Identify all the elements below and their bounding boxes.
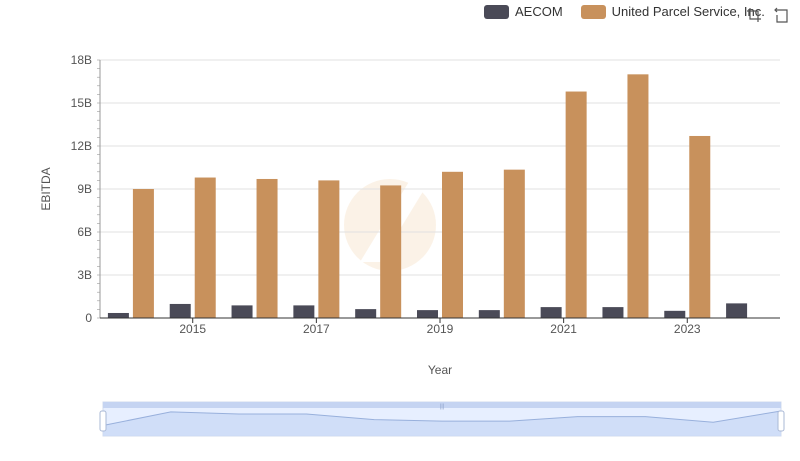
bar-aecom-2021: [540, 307, 562, 318]
bar-ups-2021: [565, 91, 587, 319]
zoom-preview-area: [103, 411, 781, 436]
bar-ups-2018: [380, 185, 402, 318]
bar-ups-2023: [689, 135, 711, 318]
bar-aecom-2018: [355, 309, 377, 318]
y-tick-label: 6B: [77, 225, 92, 239]
y-axis-title: EBITDA: [39, 167, 53, 210]
restore-icon[interactable]: [773, 7, 790, 24]
legend-label-ups: United Parcel Service, Inc.: [611, 4, 765, 19]
zoom-handle-right[interactable]: [777, 410, 785, 432]
bar-ups-2016: [256, 178, 278, 318]
y-tick-label: 18B: [71, 53, 92, 67]
y-tick-label: 3B: [77, 268, 92, 282]
data-zoom-slider: |||: [99, 401, 785, 437]
zoom-drag-icon: |||: [440, 404, 445, 410]
bar-ups-2022: [627, 74, 649, 318]
zoom-top-bar: [103, 402, 781, 408]
y-tick-label: 9B: [77, 182, 92, 196]
zoom-preview-line: [102, 410, 782, 426]
bar-aecom-2020: [478, 310, 500, 318]
bar-ups-2017: [318, 180, 340, 318]
bar-aecom-2016: [231, 305, 253, 318]
bar-aecom-2024: [726, 303, 748, 318]
chart-toolbox: [746, 7, 790, 24]
bar-ups-2020: [503, 169, 525, 318]
y-tick-label: 12B: [71, 139, 92, 153]
x-tick-label: 2019: [427, 322, 454, 336]
zoom-icon[interactable]: [746, 7, 763, 24]
bar-ups-2015: [194, 177, 216, 318]
chart-legend: AECOM United Parcel Service, Inc.: [484, 4, 775, 19]
bar-aecom-2014: [107, 312, 129, 318]
legend-swatch-ups: [580, 4, 606, 19]
x-tick-label: 2023: [674, 322, 701, 336]
legend-label-aecom: AECOM: [515, 4, 563, 19]
zoom-handle-left[interactable]: [99, 410, 107, 432]
bar-aecom-2019: [417, 310, 438, 318]
x-axis-title: Year: [428, 363, 452, 377]
legend-item-aecom[interactable]: AECOM: [484, 4, 563, 19]
y-tick-label: 15B: [71, 96, 92, 110]
legend-swatch-aecom: [484, 4, 509, 19]
legend-item-ups[interactable]: United Parcel Service, Inc.: [580, 4, 765, 19]
y-tick-label: 0: [85, 311, 92, 325]
bar-aecom-2023: [664, 310, 686, 318]
bar-aecom-2022: [602, 307, 624, 318]
x-tick-label: 2021: [550, 322, 577, 336]
x-tick-label: 2017: [303, 322, 330, 336]
bar-ups-2019: [442, 171, 463, 318]
bar-aecom-2015: [169, 303, 191, 318]
bar-ups-2014: [132, 189, 154, 318]
x-tick-label: 2015: [179, 322, 206, 336]
bar-aecom-2017: [293, 305, 315, 318]
